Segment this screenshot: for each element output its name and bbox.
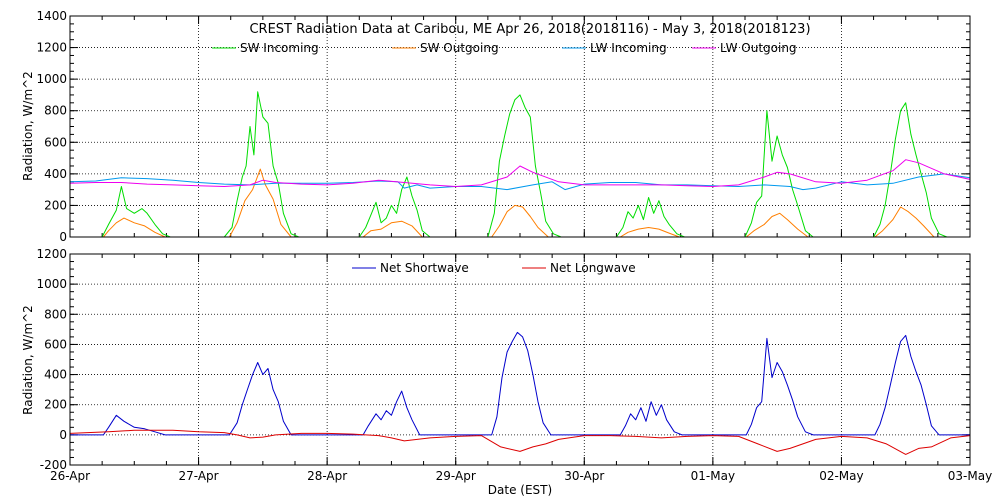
x-tick-label: 02-May — [819, 469, 863, 483]
bottom-legend: Net Shortwave Net Longwave — [352, 261, 636, 275]
top-gridlines — [70, 16, 970, 237]
top-series-lw-outgoing — [69, 159, 971, 187]
y-tick-label: 1000 — [36, 277, 67, 291]
legend-label: Net Shortwave — [380, 261, 469, 275]
bottom-panel: -200 0 200 400 600 800 1000 1200 26-Apr 27-Apr 28-… — [21, 247, 992, 497]
bottom-axis-ticks: -200 0 200 400 600 800 1000 1200 26-Apr 27-Apr 28-… — [36, 247, 992, 483]
legend-label: Net Longwave — [550, 261, 636, 275]
top-axis-ticks: 0 200 400 600 800 1000 1200 1400 — [36, 9, 971, 244]
top-plot-frame — [69, 15, 971, 238]
bottom-series-lines — [69, 331, 971, 455]
y-tick-label: 800 — [44, 104, 67, 118]
bottom-plot-frame — [69, 253, 971, 466]
legend-label: SW Outgoing — [420, 41, 499, 55]
y-tick-label: 400 — [44, 368, 67, 382]
chart-title: CREST Radiation Data at Caribou, ME Apr … — [249, 22, 810, 37]
legend-label: LW Incoming — [590, 41, 667, 55]
y-tick-label: 0 — [59, 428, 67, 442]
top-ylabel: Radiation, W/m^2 — [21, 71, 35, 181]
top-series-sw-incoming — [70, 91, 970, 238]
y-tick-label: 1400 — [36, 9, 67, 23]
y-tick-label: 200 — [44, 198, 67, 212]
bottom-series-net-longwave — [69, 429, 971, 455]
x-tick-label: 30-Apr — [564, 469, 604, 483]
top-series-lw-incoming — [69, 173, 971, 191]
y-tick-label: 400 — [44, 167, 67, 181]
x-tick-label: 01-May — [691, 469, 735, 483]
y-tick-label: 1200 — [36, 41, 67, 55]
y-tick-label: 800 — [44, 307, 67, 321]
y-tick-label: 600 — [44, 337, 67, 351]
legend-label: SW Incoming — [240, 41, 319, 55]
y-tick-label: 1200 — [36, 247, 67, 261]
y-tick-label: 200 — [44, 398, 67, 412]
y-tick-label: 1000 — [36, 72, 67, 86]
top-legend: SW Incoming SW Outgoing LW Incoming LW Outg… — [212, 41, 797, 55]
bottom-ylabel: Radiation, W/m^2 — [21, 305, 35, 415]
top-series-lines — [69, 91, 971, 238]
bottom-series-net-shortwave — [70, 331, 970, 436]
y-tick-label: 0 — [59, 230, 67, 244]
bottom-gridlines — [70, 254, 970, 465]
x-tick-label: 29-Apr — [436, 469, 476, 483]
x-tick-label: 26-Apr — [50, 469, 90, 483]
top-panel: 0 200 400 600 800 1000 1200 1400 CREST Radiatio… — [21, 9, 971, 244]
top-series-sw-outgoing — [70, 168, 970, 238]
x-tick-label: 28-Apr — [307, 469, 347, 483]
y-tick-label: -200 — [40, 458, 67, 472]
x-tick-label: 03-May — [948, 469, 992, 483]
x-tick-label: 27-Apr — [179, 469, 219, 483]
x-axis-label: Date (EST) — [488, 483, 552, 497]
y-tick-label: 600 — [44, 135, 67, 149]
legend-label: LW Outgoing — [720, 41, 797, 55]
